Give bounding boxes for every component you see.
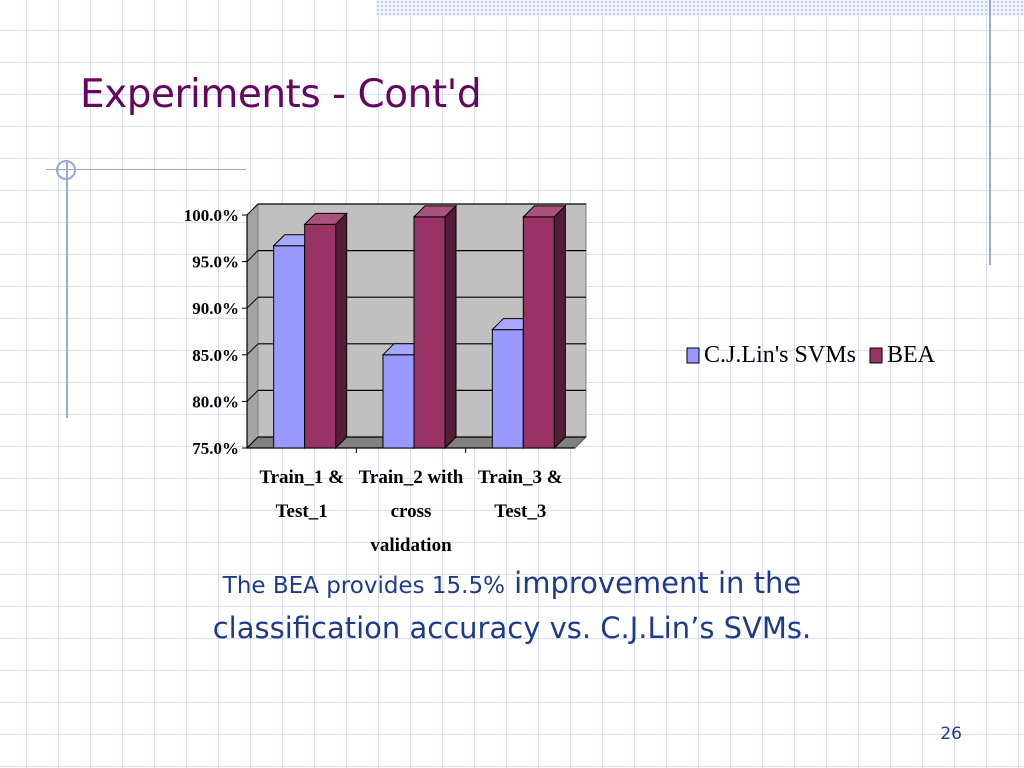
- bar-0-2: [491, 329, 524, 449]
- gridline-diagonal: [246, 296, 259, 309]
- y-tick-label: 95.0%: [192, 253, 239, 272]
- gridline-diagonal: [246, 390, 259, 402]
- bar-side-1-1: [444, 204, 457, 450]
- gridline-diagonal: [246, 203, 259, 216]
- caption-part-1: The BEA provides 15.5%: [222, 573, 505, 599]
- legend-swatch-1: [869, 347, 883, 364]
- x-tick-label: Train_2 with cross validation: [359, 467, 464, 556]
- caption-line-1: The BEA provides 15.5% improvement in th…: [150, 563, 874, 608]
- gridline-diagonal: [246, 250, 259, 262]
- caption-line-2: classification accuracy vs. C.J.Lin’s SV…: [212, 611, 812, 645]
- slide-caption: The BEA provides 15.5% improvement in th…: [150, 563, 874, 648]
- left-horizontal-rule: [46, 169, 246, 170]
- page-number: 26: [940, 724, 962, 744]
- y-tick-label: 85.0%: [192, 346, 239, 365]
- bar-1-2: [522, 216, 555, 449]
- x-tick-label: Train_3 & Test_3: [478, 467, 563, 522]
- bar-side-1-0: [335, 212, 348, 450]
- legend-label-1: BEA: [887, 342, 936, 368]
- bar-1-0: [304, 223, 337, 449]
- bar-chart: 100.0% 95.0% 90.0% 85.0% 80.0% 75.0% Train_1 &…: [184, 202, 936, 556]
- left-vertical-rule: [66, 160, 68, 418]
- legend-label-0: C.J.Lin's SVMs: [704, 342, 856, 368]
- bar-0-1: [382, 354, 415, 449]
- y-tick-label: 80.0%: [192, 392, 239, 411]
- chart-side-wall: [246, 202, 259, 450]
- y-tick-label: 75.0%: [192, 439, 239, 458]
- gridline-diagonal: [246, 343, 259, 356]
- slide-title: Experiments - Cont'd: [80, 72, 482, 117]
- gridline-diagonal: [246, 436, 259, 449]
- top-decorative-band: [376, 0, 1024, 16]
- y-tick-label: 90.0%: [192, 299, 239, 318]
- x-tick-label: Train_1 & Test_1: [259, 467, 344, 522]
- bar-0-0: [273, 245, 306, 449]
- legend-swatch-0: [686, 347, 700, 364]
- bar-1-1: [413, 216, 446, 449]
- y-tick-label: 100.0%: [184, 206, 239, 225]
- bar-side-1-2: [553, 204, 566, 450]
- decorative-circle: [56, 160, 76, 180]
- caption-part-2: improvement in the: [504, 566, 802, 600]
- right-vertical-rule: [989, 0, 991, 265]
